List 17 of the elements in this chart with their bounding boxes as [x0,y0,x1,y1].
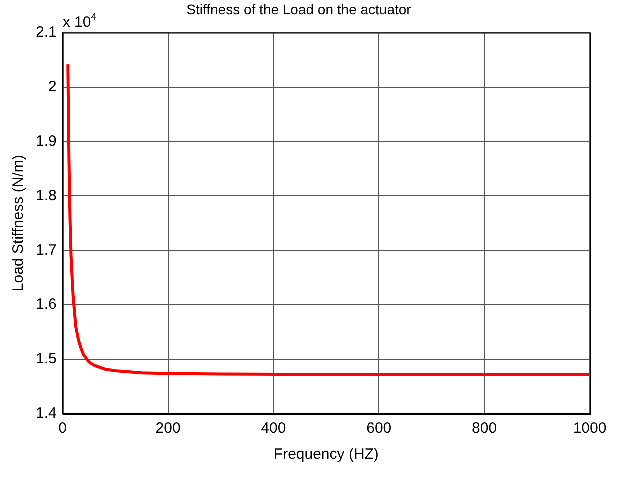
y-tick-label: 2.1 [36,24,57,41]
x-tick-label: 200 [156,420,181,438]
x-tick-label: 600 [366,420,392,438]
y-tick-label: 1.7 [36,242,57,259]
y-tick-label: 1.5 [36,350,57,368]
x-tick-label: 0 [58,420,68,438]
x-tick-label: 800 [472,420,498,438]
x-axis-title: Frequency (HZ) [274,446,379,464]
y-axis-title: Load Stiffness (N/m) [10,155,28,292]
y-tick-label: 1.8 [36,187,57,204]
y-tick-label: 1.4 [36,405,57,422]
y-tick-label: 1.6 [36,296,57,314]
y-tick-label: 2 [48,78,57,96]
x-tick-label: 400 [261,420,286,438]
y-tick-label: 1.9 [36,132,57,150]
x-tick-label: 1000 [573,420,607,438]
chart-title: Stiffness of the Load on the actuator [186,1,412,18]
